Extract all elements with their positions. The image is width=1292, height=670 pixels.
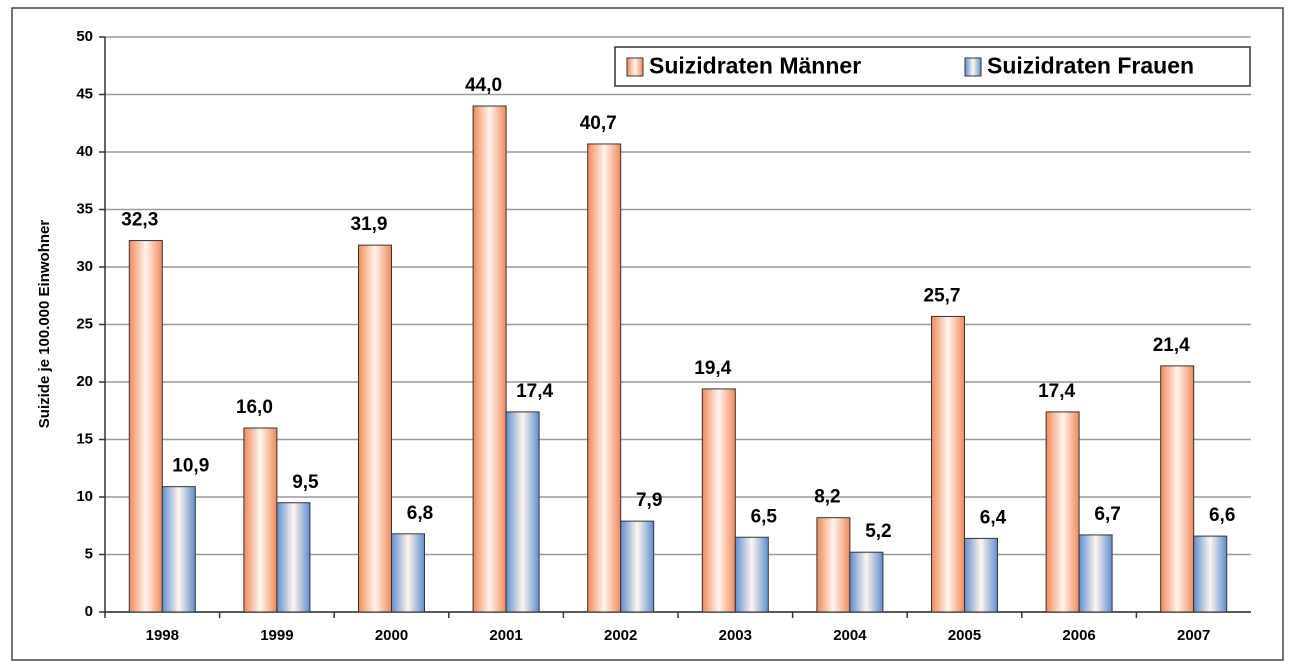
bar	[964, 537, 998, 613]
bar	[701, 388, 736, 613]
legend-swatch	[626, 57, 644, 77]
x-tick-label: 2007	[1177, 627, 1210, 644]
value-label: 44,0	[465, 75, 502, 96]
bar	[1193, 535, 1228, 613]
value-label: 9,5	[292, 472, 319, 493]
bar	[1160, 365, 1195, 613]
value-label: 17,4	[516, 381, 553, 402]
bar	[734, 536, 769, 613]
bar	[391, 533, 425, 613]
y-tick-label: 10	[76, 488, 93, 505]
value-label: 40,7	[580, 113, 617, 134]
y-tick-label: 5	[85, 545, 93, 562]
x-tick-label: 2001	[489, 627, 522, 644]
value-label: 10,9	[172, 456, 209, 477]
bar	[816, 517, 851, 613]
y-tick-label: 15	[76, 430, 93, 447]
x-tick-label: 2003	[719, 627, 752, 644]
value-label: 16,0	[236, 397, 273, 418]
value-label: 21,4	[1153, 335, 1190, 356]
x-tick-label: 2006	[1062, 627, 1095, 644]
legend-label: Suizidraten Männer	[649, 53, 861, 79]
bar	[161, 486, 196, 613]
bar	[849, 551, 884, 613]
legend-label: Suizidraten Frauen	[987, 53, 1194, 79]
bar	[358, 244, 392, 613]
y-tick-label: 0	[85, 603, 93, 620]
y-tick-label: 35	[76, 200, 93, 217]
value-label: 17,4	[1038, 381, 1075, 402]
x-tick-label: 1999	[260, 627, 293, 644]
y-tick-label: 30	[76, 258, 93, 275]
bar	[587, 143, 622, 613]
value-label: 8,2	[814, 487, 840, 508]
value-label: 6,8	[407, 503, 433, 524]
bar	[505, 411, 540, 613]
value-label: 6,5	[751, 506, 778, 527]
bar	[472, 105, 507, 613]
y-tick-label: 50	[76, 28, 93, 45]
x-tick-label: 2000	[375, 627, 408, 644]
bar	[276, 502, 311, 613]
value-label: 6,7	[1094, 504, 1120, 525]
legend-box	[614, 46, 1251, 87]
y-tick-label: 20	[76, 373, 93, 390]
value-label: 25,7	[924, 285, 961, 306]
bar	[1045, 411, 1080, 613]
value-label: 6,6	[1209, 505, 1235, 526]
legend-swatch	[964, 57, 982, 77]
x-tick-label: 2004	[833, 627, 867, 644]
y-tick-label: 40	[76, 143, 93, 160]
y-axis-label: Suizide je 100.000 Einwohner	[36, 220, 53, 429]
value-label: 31,9	[351, 214, 388, 235]
value-label: 19,4	[694, 358, 731, 379]
value-label: 5,2	[865, 521, 891, 542]
bar	[1078, 534, 1113, 613]
x-tick-label: 2002	[604, 627, 637, 644]
chart-frame	[11, 7, 1284, 661]
bar	[243, 427, 278, 613]
value-label: 6,4	[980, 507, 1007, 528]
x-tick-label: 2005	[948, 627, 981, 644]
y-tick-label: 45	[76, 85, 93, 102]
bar	[931, 315, 965, 613]
value-label: 32,3	[121, 210, 158, 231]
x-tick-label: 1998	[146, 627, 179, 644]
value-label: 7,9	[636, 490, 662, 511]
bar	[620, 520, 655, 613]
y-tick-label: 25	[76, 315, 93, 332]
bar	[128, 240, 163, 613]
